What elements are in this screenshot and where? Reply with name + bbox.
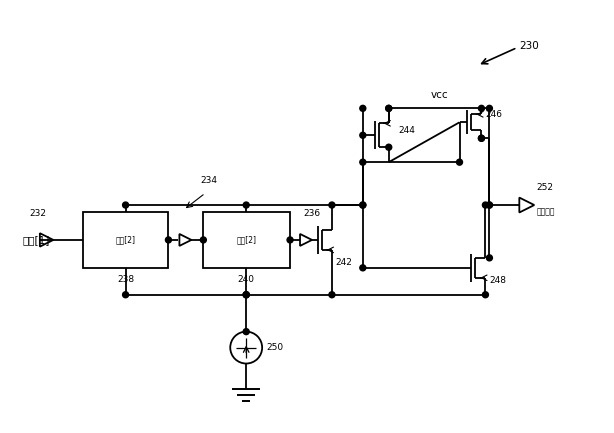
- Text: 入力[1]: 入力[1]: [23, 235, 50, 245]
- Text: 246: 246: [486, 110, 502, 119]
- Circle shape: [360, 265, 366, 271]
- Circle shape: [360, 132, 366, 138]
- Text: 236: 236: [303, 209, 320, 218]
- Text: 250: 250: [266, 343, 283, 352]
- Text: 248: 248: [489, 276, 507, 285]
- Circle shape: [243, 292, 249, 298]
- Text: vcc: vcc: [430, 90, 448, 100]
- Text: 252: 252: [536, 183, 553, 191]
- Circle shape: [200, 237, 206, 243]
- Bar: [203, 212, 290, 268]
- Circle shape: [243, 202, 249, 208]
- Circle shape: [360, 159, 366, 165]
- Circle shape: [386, 105, 392, 111]
- Circle shape: [360, 202, 366, 208]
- Circle shape: [457, 159, 462, 165]
- Text: 240: 240: [238, 275, 255, 284]
- Circle shape: [243, 329, 249, 335]
- Circle shape: [486, 202, 492, 208]
- Text: 電圧最大: 電圧最大: [536, 207, 555, 216]
- Circle shape: [386, 144, 392, 150]
- Circle shape: [165, 237, 171, 243]
- Circle shape: [483, 202, 488, 208]
- Circle shape: [329, 292, 335, 298]
- Circle shape: [287, 237, 293, 243]
- Circle shape: [360, 105, 366, 111]
- Circle shape: [123, 292, 128, 298]
- Circle shape: [123, 202, 128, 208]
- Circle shape: [386, 105, 392, 111]
- Circle shape: [478, 135, 484, 141]
- Circle shape: [243, 292, 249, 298]
- Text: 入力[2]: 入力[2]: [115, 236, 136, 244]
- Circle shape: [478, 135, 484, 141]
- Text: 242: 242: [335, 258, 352, 267]
- Bar: [83, 212, 168, 268]
- Circle shape: [486, 105, 492, 111]
- Text: 234: 234: [200, 176, 217, 185]
- Text: 244: 244: [398, 126, 416, 135]
- Circle shape: [486, 202, 492, 208]
- Text: 232: 232: [29, 209, 46, 218]
- Circle shape: [483, 292, 488, 298]
- Circle shape: [360, 202, 366, 208]
- Text: 入力[2]: 入力[2]: [236, 236, 256, 244]
- Circle shape: [243, 292, 249, 298]
- Circle shape: [478, 105, 484, 111]
- Text: 238: 238: [117, 275, 134, 284]
- Circle shape: [486, 255, 492, 261]
- Text: 230: 230: [519, 41, 539, 51]
- Circle shape: [329, 202, 335, 208]
